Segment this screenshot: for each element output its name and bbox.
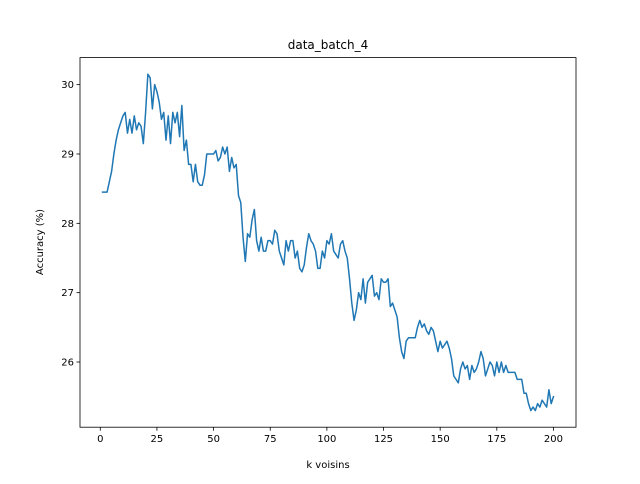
x-tick-label: 0 — [97, 434, 103, 445]
chart-title: data_batch_4 — [288, 38, 369, 52]
plot-frame — [79, 57, 577, 428]
y-tick-label: 27 — [61, 288, 74, 299]
y-axis-label: Accuracy (%) — [35, 209, 46, 275]
x-tick-label: 175 — [487, 434, 506, 445]
x-tick-label: 75 — [264, 434, 277, 445]
x-axis-label: k voisins — [306, 460, 349, 471]
line — [101, 73, 555, 412]
x-tick-label: 50 — [207, 434, 220, 445]
x-tick-label: 200 — [544, 434, 563, 445]
x-tick-label: 100 — [317, 434, 336, 445]
x-tick-label: 25 — [151, 434, 164, 445]
x-tick-label: 125 — [374, 434, 393, 445]
y-tick-label: 26 — [61, 358, 74, 369]
x-tick-label: 150 — [431, 434, 450, 445]
y-tick-label: 30 — [61, 80, 74, 91]
y-tick-label: 28 — [61, 219, 74, 230]
y-tick-label: 29 — [61, 149, 74, 160]
